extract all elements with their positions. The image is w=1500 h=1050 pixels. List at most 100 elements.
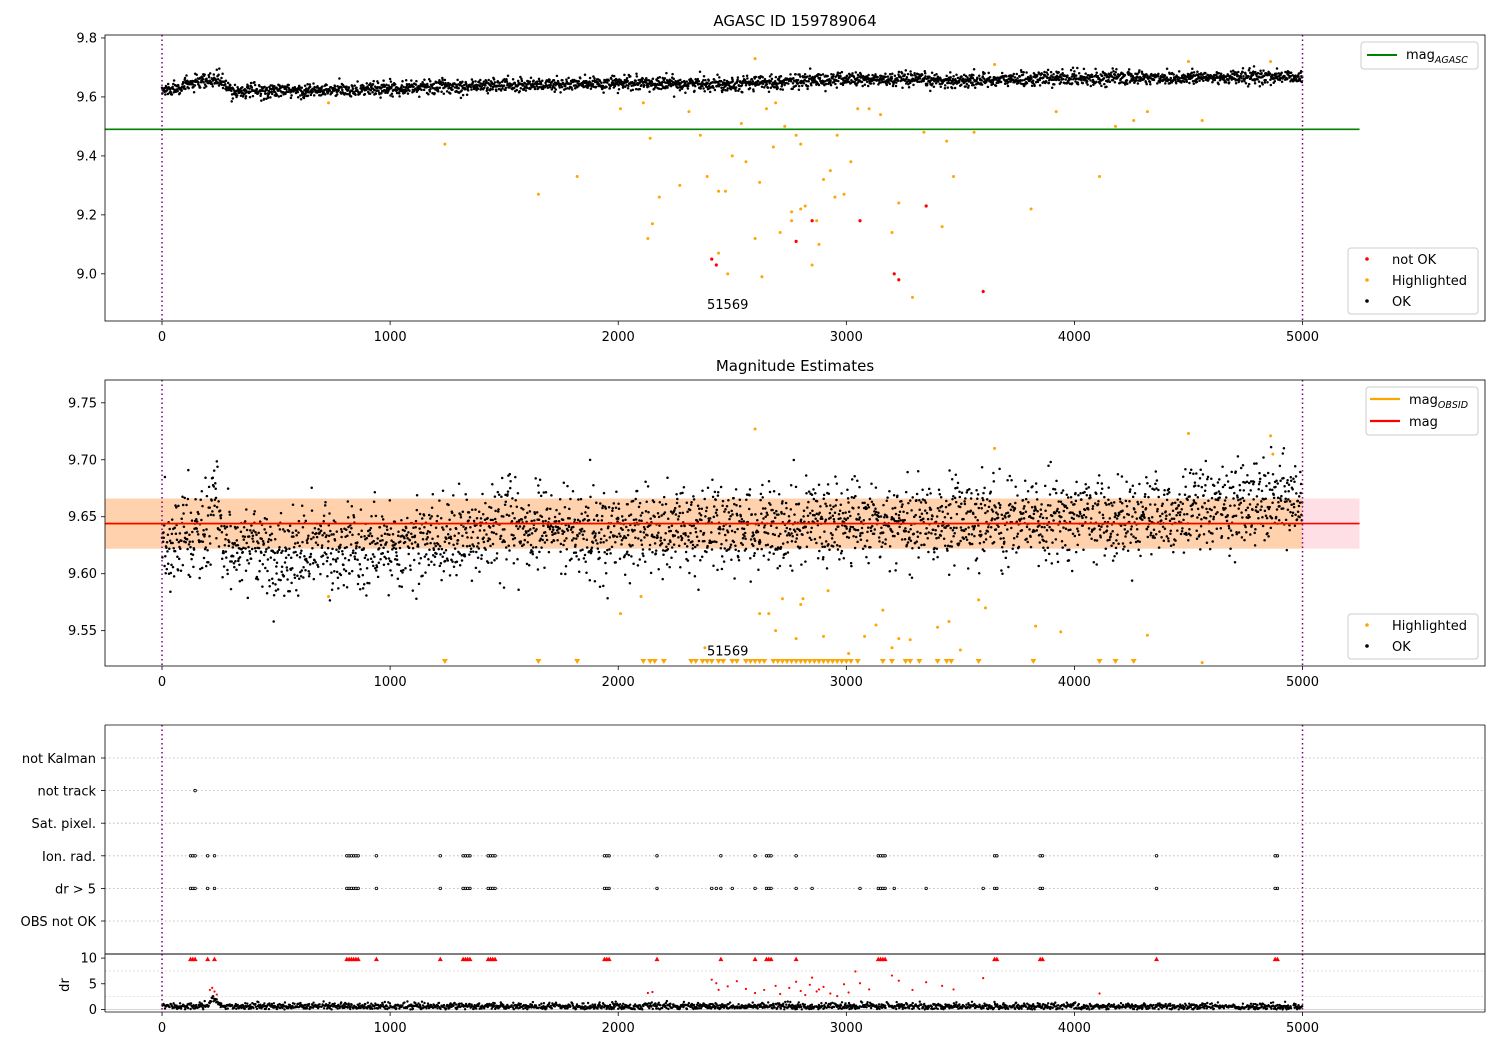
ok-point	[524, 515, 527, 519]
ok-point	[164, 93, 167, 96]
ok-point	[674, 513, 678, 516]
ok-point	[489, 544, 492, 548]
ok-point	[923, 72, 927, 75]
ok-point	[938, 82, 942, 86]
ok-point	[275, 561, 279, 565]
ok-point	[851, 72, 854, 75]
ok-point	[285, 88, 288, 91]
ok-point	[244, 97, 247, 100]
ok-point	[507, 544, 510, 548]
ok-point	[904, 69, 908, 72]
ok-point	[253, 83, 257, 87]
ok-point	[209, 513, 213, 516]
highlighted-point	[972, 130, 976, 134]
ok-point	[602, 541, 605, 544]
ok-point	[1195, 80, 1199, 83]
ok-point	[1089, 79, 1092, 82]
ok-point	[379, 96, 382, 99]
ok-point	[752, 533, 755, 537]
ok-point	[795, 533, 799, 537]
ok-point	[670, 79, 673, 82]
ok-point	[212, 513, 215, 517]
ok-point	[1110, 71, 1113, 74]
ok-point	[747, 507, 751, 511]
ok-point	[516, 527, 520, 530]
ok-point	[609, 552, 612, 555]
ok-point	[541, 520, 545, 523]
ok-point	[854, 71, 858, 74]
ok-point	[965, 82, 969, 86]
ok-point	[531, 552, 535, 556]
ok-point	[671, 72, 674, 76]
ok-point	[612, 74, 616, 78]
ok-point	[560, 572, 563, 575]
ok-point	[708, 517, 712, 520]
ok-point	[1025, 71, 1028, 74]
ok-point	[418, 527, 421, 530]
ok-point	[512, 86, 516, 90]
ok-point	[734, 548, 737, 551]
ok-point	[961, 77, 965, 80]
ok-point	[922, 79, 925, 83]
ok-point	[725, 83, 728, 87]
ok-point	[646, 485, 650, 488]
ok-point	[166, 550, 169, 553]
ok-point	[537, 491, 540, 494]
ok-point	[351, 85, 354, 88]
ok-point	[219, 516, 223, 520]
ok-point	[356, 541, 359, 544]
ok-point	[899, 76, 903, 79]
ok-point	[634, 79, 637, 83]
ok-point	[1084, 72, 1087, 75]
ok-point	[558, 512, 561, 516]
ok-point	[426, 536, 429, 539]
ok-point	[1066, 81, 1070, 84]
ok-point	[572, 525, 575, 529]
ok-point	[266, 558, 270, 561]
ok-point	[1266, 80, 1269, 84]
ok-point	[227, 540, 231, 544]
ok-point	[888, 73, 892, 76]
ok-point	[185, 537, 189, 541]
ok-point	[691, 79, 694, 82]
ok-point	[439, 562, 443, 565]
ok-point	[181, 495, 184, 498]
ok-point	[670, 524, 674, 527]
ok-point	[390, 92, 394, 95]
ok-point	[503, 528, 506, 531]
ok-point	[764, 507, 767, 510]
ok-point	[754, 75, 758, 79]
ok-point	[1114, 70, 1117, 74]
ok-point	[1183, 80, 1186, 84]
ok-point	[805, 79, 808, 83]
ok-point	[609, 531, 613, 534]
ok-point	[1156, 75, 1160, 78]
ok-point	[1076, 66, 1079, 70]
ok-point	[403, 536, 406, 540]
ok-point	[444, 548, 448, 552]
ok-point	[302, 566, 305, 569]
ok-point	[604, 507, 608, 510]
ok-point	[1242, 75, 1245, 78]
ok-point	[242, 526, 246, 529]
ok-point	[410, 532, 413, 535]
ok-point	[379, 543, 383, 547]
ok-point	[427, 563, 431, 567]
ok-point	[531, 550, 534, 554]
ok-point	[603, 551, 606, 554]
ok-point	[638, 519, 641, 522]
ok-point	[712, 78, 716, 81]
ok-point	[601, 506, 604, 510]
ok-point	[626, 502, 629, 506]
ok-point	[238, 563, 241, 566]
ok-point	[1231, 69, 1235, 72]
ok-point	[464, 493, 467, 496]
ok-point	[734, 86, 738, 89]
ok-point	[768, 75, 772, 78]
ok-point	[169, 590, 172, 594]
ok-point	[606, 596, 609, 600]
ok-point	[439, 553, 442, 556]
ok-point	[347, 558, 351, 562]
ok-point	[189, 545, 192, 549]
ok-point	[515, 524, 518, 528]
